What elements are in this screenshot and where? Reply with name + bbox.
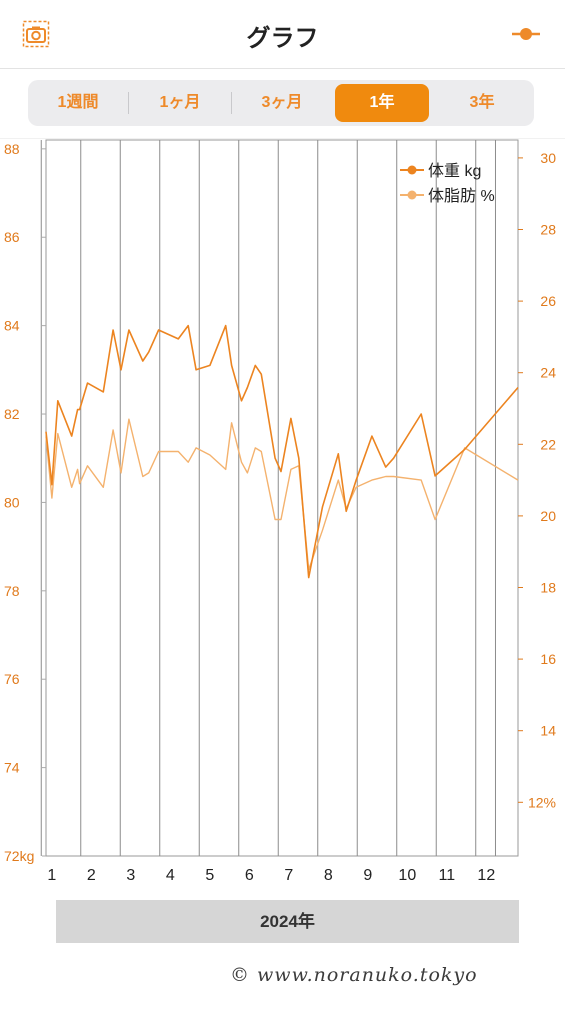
x-axis-tick-label: 12 (477, 867, 495, 884)
x-axis-tick-label: 10 (398, 867, 416, 884)
right-axis-tick-label: 20 (540, 508, 556, 524)
x-axis-tick-label: 8 (324, 867, 333, 884)
legend: 体重 kg 体脂肪 % (400, 162, 495, 205)
left-axis-tick-label: 74 (4, 760, 20, 776)
camera-icon[interactable] (22, 20, 50, 48)
series-line-body-fat (45, 418, 519, 571)
x-axis-tick-label: 9 (363, 867, 372, 884)
right-axis-tick-label: 24 (540, 365, 556, 381)
legend-label: 体重 kg (428, 162, 481, 180)
period-selector: 1週間 1ヶ月 3ヶ月 1年 3年 (28, 80, 534, 126)
tab-1-month[interactable]: 1ヶ月 (159, 94, 201, 111)
legend-marker (407, 190, 417, 200)
right-axis-tick-label: 12% (528, 794, 556, 810)
x-axis-tick-label: 11 (439, 867, 456, 884)
left-axis-tick-label: 76 (4, 671, 20, 687)
right-axis-tick-label: 22 (540, 436, 556, 452)
legend-label: 体脂肪 % (428, 187, 495, 205)
x-axis-tick-label: 1 (47, 867, 56, 884)
right-axis-tick-label: 26 (540, 293, 556, 309)
plot-area (45, 139, 519, 857)
divider (128, 92, 129, 114)
right-axis-tick-label: 28 (540, 222, 556, 238)
tab-3-months[interactable]: 3ヶ月 (261, 94, 303, 111)
legend-marker (407, 165, 417, 175)
right-axis-tick-label: 14 (540, 723, 556, 739)
weight-fat-chart: 72kg747678808284868812%14161820222426283… (0, 138, 565, 884)
left-axis-tick-label: 82 (4, 406, 20, 422)
left-axis-tick-label: 80 (4, 494, 20, 510)
left-axis-tick-label: 88 (4, 141, 20, 157)
page-title: グラフ (246, 25, 319, 52)
tab-1-year[interactable]: 1年 (335, 84, 429, 122)
left-axis-tick-label: 84 (4, 318, 20, 334)
x-axis-tick-label: 2 (87, 867, 96, 884)
right-axis-tick-label: 16 (540, 651, 556, 667)
x-axis-tick-label: 6 (245, 867, 254, 884)
x-axis-tick-label: 3 (126, 867, 135, 884)
tab-1-week[interactable]: 1週間 (57, 94, 99, 111)
x-axis-tick-label: 4 (166, 867, 175, 884)
left-axis-tick-label: 72kg (4, 848, 34, 864)
x-axis-tick-label: 5 (205, 867, 214, 884)
right-axis-tick-label: 30 (540, 150, 556, 166)
right-axis-tick-label: 18 (540, 580, 556, 596)
x-axis-tick-label: 7 (284, 867, 293, 884)
tab-3-years[interactable]: 3年 (469, 94, 495, 111)
left-axis-tick-label: 86 (4, 229, 20, 245)
divider (231, 92, 232, 114)
slider-icon[interactable] (511, 22, 541, 46)
app-header: グラフ (0, 0, 565, 69)
watermark: © www.noranuko.tokyo (230, 964, 478, 986)
series-line-weight (45, 324, 519, 579)
year-label: 2024年 (56, 900, 519, 943)
left-axis-tick-label: 78 (4, 583, 20, 599)
